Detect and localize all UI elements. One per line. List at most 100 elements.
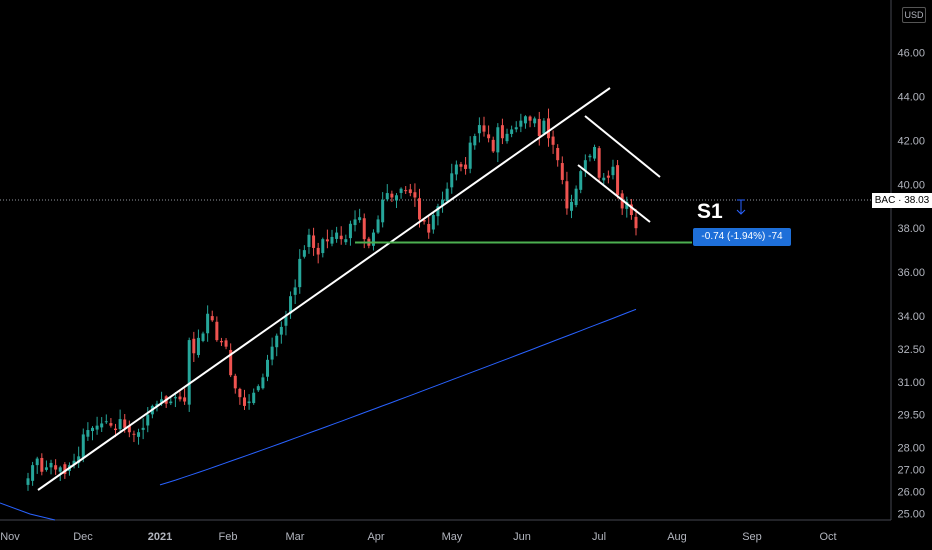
candle-body bbox=[464, 164, 468, 169]
y-tick-label: 27.00 bbox=[897, 465, 925, 477]
candle-body bbox=[353, 219, 357, 226]
candle-body bbox=[431, 215, 435, 230]
y-tick-label: 29.50 bbox=[897, 410, 925, 422]
candle-body bbox=[40, 457, 44, 472]
candle-body bbox=[593, 147, 597, 159]
candle-body bbox=[413, 192, 417, 198]
trend-lines[interactable] bbox=[37, 87, 661, 491]
candle-body bbox=[160, 399, 164, 403]
candle-body bbox=[344, 239, 348, 243]
candle-body bbox=[114, 428, 118, 431]
candle-body bbox=[570, 201, 574, 211]
candle-body bbox=[491, 139, 495, 152]
candle-body bbox=[44, 467, 48, 470]
candle-body bbox=[551, 136, 555, 145]
candle-body bbox=[31, 465, 35, 481]
candle-body bbox=[519, 120, 523, 127]
candle-body bbox=[137, 432, 141, 437]
y-tick-label: 34.00 bbox=[897, 311, 925, 323]
candle-body bbox=[266, 359, 270, 377]
y-tick-label: 44.00 bbox=[897, 92, 925, 104]
candle-body bbox=[321, 239, 325, 254]
candle-body bbox=[579, 171, 583, 190]
candle-body bbox=[482, 125, 486, 132]
candle-body bbox=[459, 164, 463, 167]
candle-body bbox=[533, 118, 537, 124]
candle-body bbox=[247, 401, 251, 404]
candle-body bbox=[196, 337, 200, 356]
candle-body bbox=[215, 321, 219, 341]
candle-body bbox=[602, 177, 606, 181]
candle-body bbox=[63, 464, 67, 474]
candle-body bbox=[54, 465, 58, 470]
candle-body bbox=[279, 326, 283, 335]
x-tick-label: Dec bbox=[73, 531, 93, 543]
currency-badge[interactable]: USD bbox=[902, 7, 926, 23]
candle-body bbox=[500, 125, 504, 139]
candle-body bbox=[49, 462, 53, 468]
candle-body bbox=[473, 136, 477, 146]
candle-body bbox=[118, 419, 122, 430]
candle-body bbox=[90, 427, 94, 432]
candles bbox=[26, 108, 638, 491]
rising-trend-line[interactable] bbox=[37, 87, 611, 491]
y-tick-label: 25.00 bbox=[897, 508, 925, 520]
candle-body bbox=[477, 125, 481, 134]
candle-body bbox=[77, 456, 81, 463]
candle-body bbox=[206, 313, 210, 334]
x-tick-label: Sep bbox=[742, 531, 762, 543]
candle-body bbox=[634, 216, 638, 229]
candle-body bbox=[362, 218, 366, 240]
candle-body bbox=[187, 340, 191, 405]
x-axis: Nov Dec 2021 Feb Mar Apr May Jun Jul Aug Sep Oct bbox=[0, 519, 891, 543]
x-tick-label: Feb bbox=[219, 531, 238, 543]
y-tick-label: 26.00 bbox=[897, 486, 925, 498]
channel-lower-line[interactable] bbox=[577, 164, 651, 223]
candle-body bbox=[316, 247, 320, 255]
y-axis: 46.00 44.00 42.00 40.00 38.00 36.00 34.00 32.50… bbox=[890, 0, 925, 521]
candle-body bbox=[496, 127, 500, 153]
candle-body bbox=[325, 239, 329, 242]
candle-body bbox=[178, 396, 182, 400]
candle-body bbox=[270, 346, 274, 360]
moving-average-path bbox=[0, 502, 56, 521]
candle-body bbox=[358, 217, 362, 221]
y-tick-labels: 46.00 44.00 42.00 40.00 38.00 36.00 34.00 32.50… bbox=[897, 48, 925, 521]
candle-body bbox=[427, 224, 431, 233]
candle-body bbox=[233, 375, 237, 389]
x-tick-label: Jul bbox=[592, 531, 606, 543]
candle-body bbox=[441, 199, 445, 206]
x-tick-label: May bbox=[442, 531, 463, 543]
candle-body bbox=[418, 198, 422, 220]
candle-body bbox=[312, 235, 316, 248]
down-arrow-icon[interactable] bbox=[736, 199, 746, 215]
candle-body bbox=[371, 232, 375, 246]
channel-upper-line[interactable] bbox=[584, 115, 661, 178]
y-tick-label: 40.00 bbox=[897, 179, 925, 191]
candle-body bbox=[242, 397, 246, 406]
candle-body bbox=[560, 163, 564, 180]
candle-body bbox=[450, 173, 454, 188]
candle-body bbox=[123, 419, 127, 428]
support-label: S1 bbox=[697, 200, 723, 223]
candle-body bbox=[132, 433, 136, 435]
candle-body bbox=[58, 467, 62, 472]
candle-body bbox=[201, 333, 205, 341]
candle-body bbox=[542, 120, 546, 134]
candle-body bbox=[436, 206, 440, 217]
candle-body bbox=[109, 423, 113, 426]
candle-body bbox=[307, 234, 311, 248]
candle-body bbox=[399, 188, 403, 193]
candle-body bbox=[505, 133, 509, 142]
candle-body bbox=[256, 386, 260, 391]
candle-body bbox=[173, 397, 177, 399]
candle-body bbox=[169, 401, 173, 404]
x-tick-label: Nov bbox=[0, 531, 20, 543]
candle-body bbox=[514, 127, 518, 130]
candle-body bbox=[26, 478, 30, 485]
candle-body bbox=[468, 142, 472, 169]
candle-body bbox=[537, 118, 541, 137]
candle-body bbox=[487, 134, 491, 139]
candle-body bbox=[583, 160, 587, 172]
